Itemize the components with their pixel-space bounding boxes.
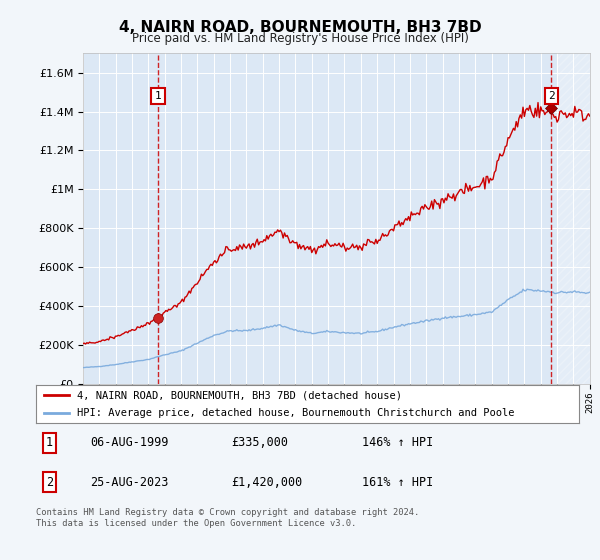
Text: 4, NAIRN ROAD, BOURNEMOUTH, BH3 7BD (detached house): 4, NAIRN ROAD, BOURNEMOUTH, BH3 7BD (det… — [77, 390, 402, 400]
Text: £1,420,000: £1,420,000 — [232, 475, 303, 488]
Text: Contains HM Land Registry data © Crown copyright and database right 2024.
This d: Contains HM Land Registry data © Crown c… — [36, 508, 419, 528]
Text: 25-AUG-2023: 25-AUG-2023 — [91, 475, 169, 488]
Text: 2: 2 — [548, 91, 555, 101]
Text: 161% ↑ HPI: 161% ↑ HPI — [362, 475, 433, 488]
Text: 146% ↑ HPI: 146% ↑ HPI — [362, 436, 433, 449]
Bar — [557, 53, 590, 384]
Text: £335,000: £335,000 — [232, 436, 289, 449]
Text: 1: 1 — [155, 91, 161, 101]
Text: 1: 1 — [46, 436, 53, 449]
Text: HPI: Average price, detached house, Bournemouth Christchurch and Poole: HPI: Average price, detached house, Bour… — [77, 408, 514, 418]
Text: Price paid vs. HM Land Registry's House Price Index (HPI): Price paid vs. HM Land Registry's House … — [131, 32, 469, 45]
Text: 2: 2 — [46, 475, 53, 488]
Text: 06-AUG-1999: 06-AUG-1999 — [91, 436, 169, 449]
Text: 4, NAIRN ROAD, BOURNEMOUTH, BH3 7BD: 4, NAIRN ROAD, BOURNEMOUTH, BH3 7BD — [119, 20, 481, 35]
